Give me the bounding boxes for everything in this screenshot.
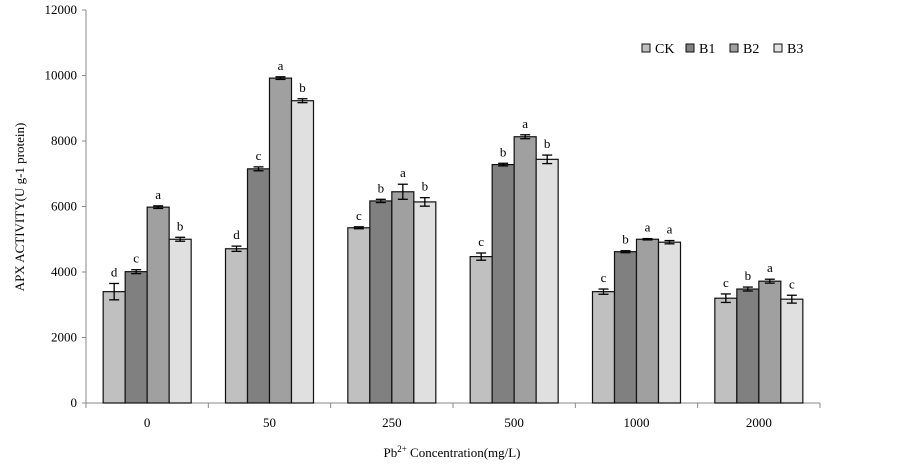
legend-swatch-ck: [641, 43, 651, 53]
bar-b1: [124, 271, 148, 404]
significance-letter: b: [422, 179, 429, 194]
legend-label-ck: CK: [655, 42, 674, 57]
y-tick-label: 4000: [51, 264, 77, 279]
bar-ck: [591, 291, 616, 404]
bar-b2: [513, 136, 537, 404]
significance-letter: b: [544, 136, 551, 151]
legend-label-b1: B1: [699, 42, 715, 57]
legend-label-b2: B2: [743, 42, 759, 57]
significance-letter: a: [400, 165, 406, 180]
bar-b3: [168, 238, 192, 404]
significance-letter: c: [601, 270, 607, 285]
significance-letter: a: [278, 58, 284, 73]
significance-letter: a: [155, 187, 161, 202]
bar-ck: [347, 227, 371, 404]
bar-ck: [224, 248, 249, 404]
significance-letter: a: [667, 222, 673, 237]
significance-letter: a: [645, 220, 651, 235]
significance-letter: b: [745, 268, 752, 283]
significance-letter: b: [177, 218, 184, 233]
significance-letter: d: [233, 227, 240, 242]
x-axis-label: Pb2+ Concentration(mg/L): [383, 444, 520, 460]
significance-letter: b: [500, 144, 507, 159]
legend-swatch-b2: [729, 43, 739, 53]
bar-b2: [391, 191, 415, 404]
bar-b3: [780, 298, 804, 404]
y-tick-label: 0: [71, 395, 78, 410]
legend-label-b3: B3: [787, 42, 803, 57]
significance-letter: c: [478, 234, 484, 249]
bar-b2: [635, 238, 660, 404]
bar-b2: [758, 280, 782, 404]
bar-b1: [369, 200, 393, 404]
bar-b3: [535, 158, 559, 404]
significance-letter: a: [522, 116, 528, 131]
y-tick-label: 6000: [51, 199, 77, 214]
x-tick-label: 2000: [746, 415, 772, 430]
x-tick-label: 50: [263, 415, 276, 430]
bar-b2: [146, 206, 170, 404]
bar-b1: [736, 288, 760, 404]
bar-b1: [246, 168, 271, 404]
bar-b1: [491, 163, 515, 404]
bar-b3: [413, 201, 437, 404]
significance-letter: c: [356, 208, 362, 223]
bar-b3: [290, 100, 315, 404]
significance-letter: c: [723, 275, 729, 290]
bar-b2: [268, 77, 293, 404]
y-tick-label: 12000: [45, 2, 78, 17]
bar-ck: [102, 291, 126, 404]
y-tick-label: 2000: [51, 330, 77, 345]
significance-letter: b: [378, 180, 385, 195]
y-tick-label: 10000: [45, 68, 78, 83]
y-axis-label: APX ACTIVITY(U g-1 protein): [12, 123, 27, 292]
bar-b1: [613, 251, 638, 404]
significance-letter: d: [111, 264, 118, 279]
legend-swatch-b1: [685, 43, 695, 53]
y-tick-label: 8000: [51, 133, 77, 148]
significance-letter: b: [299, 80, 306, 95]
significance-letter: c: [256, 148, 262, 163]
significance-letter: c: [133, 251, 139, 266]
x-tick-label: 0: [144, 415, 151, 430]
bar-b3: [657, 241, 682, 404]
x-tick-label: 250: [382, 415, 402, 430]
significance-letter: c: [789, 276, 795, 291]
x-tick-label: 500: [504, 415, 524, 430]
significance-letter: a: [767, 260, 773, 275]
bar-ck: [714, 297, 738, 404]
x-tick-label: 1000: [624, 415, 650, 430]
significance-letter: b: [622, 232, 629, 247]
legend-swatch-b3: [773, 43, 783, 53]
bar-ck: [469, 256, 493, 404]
